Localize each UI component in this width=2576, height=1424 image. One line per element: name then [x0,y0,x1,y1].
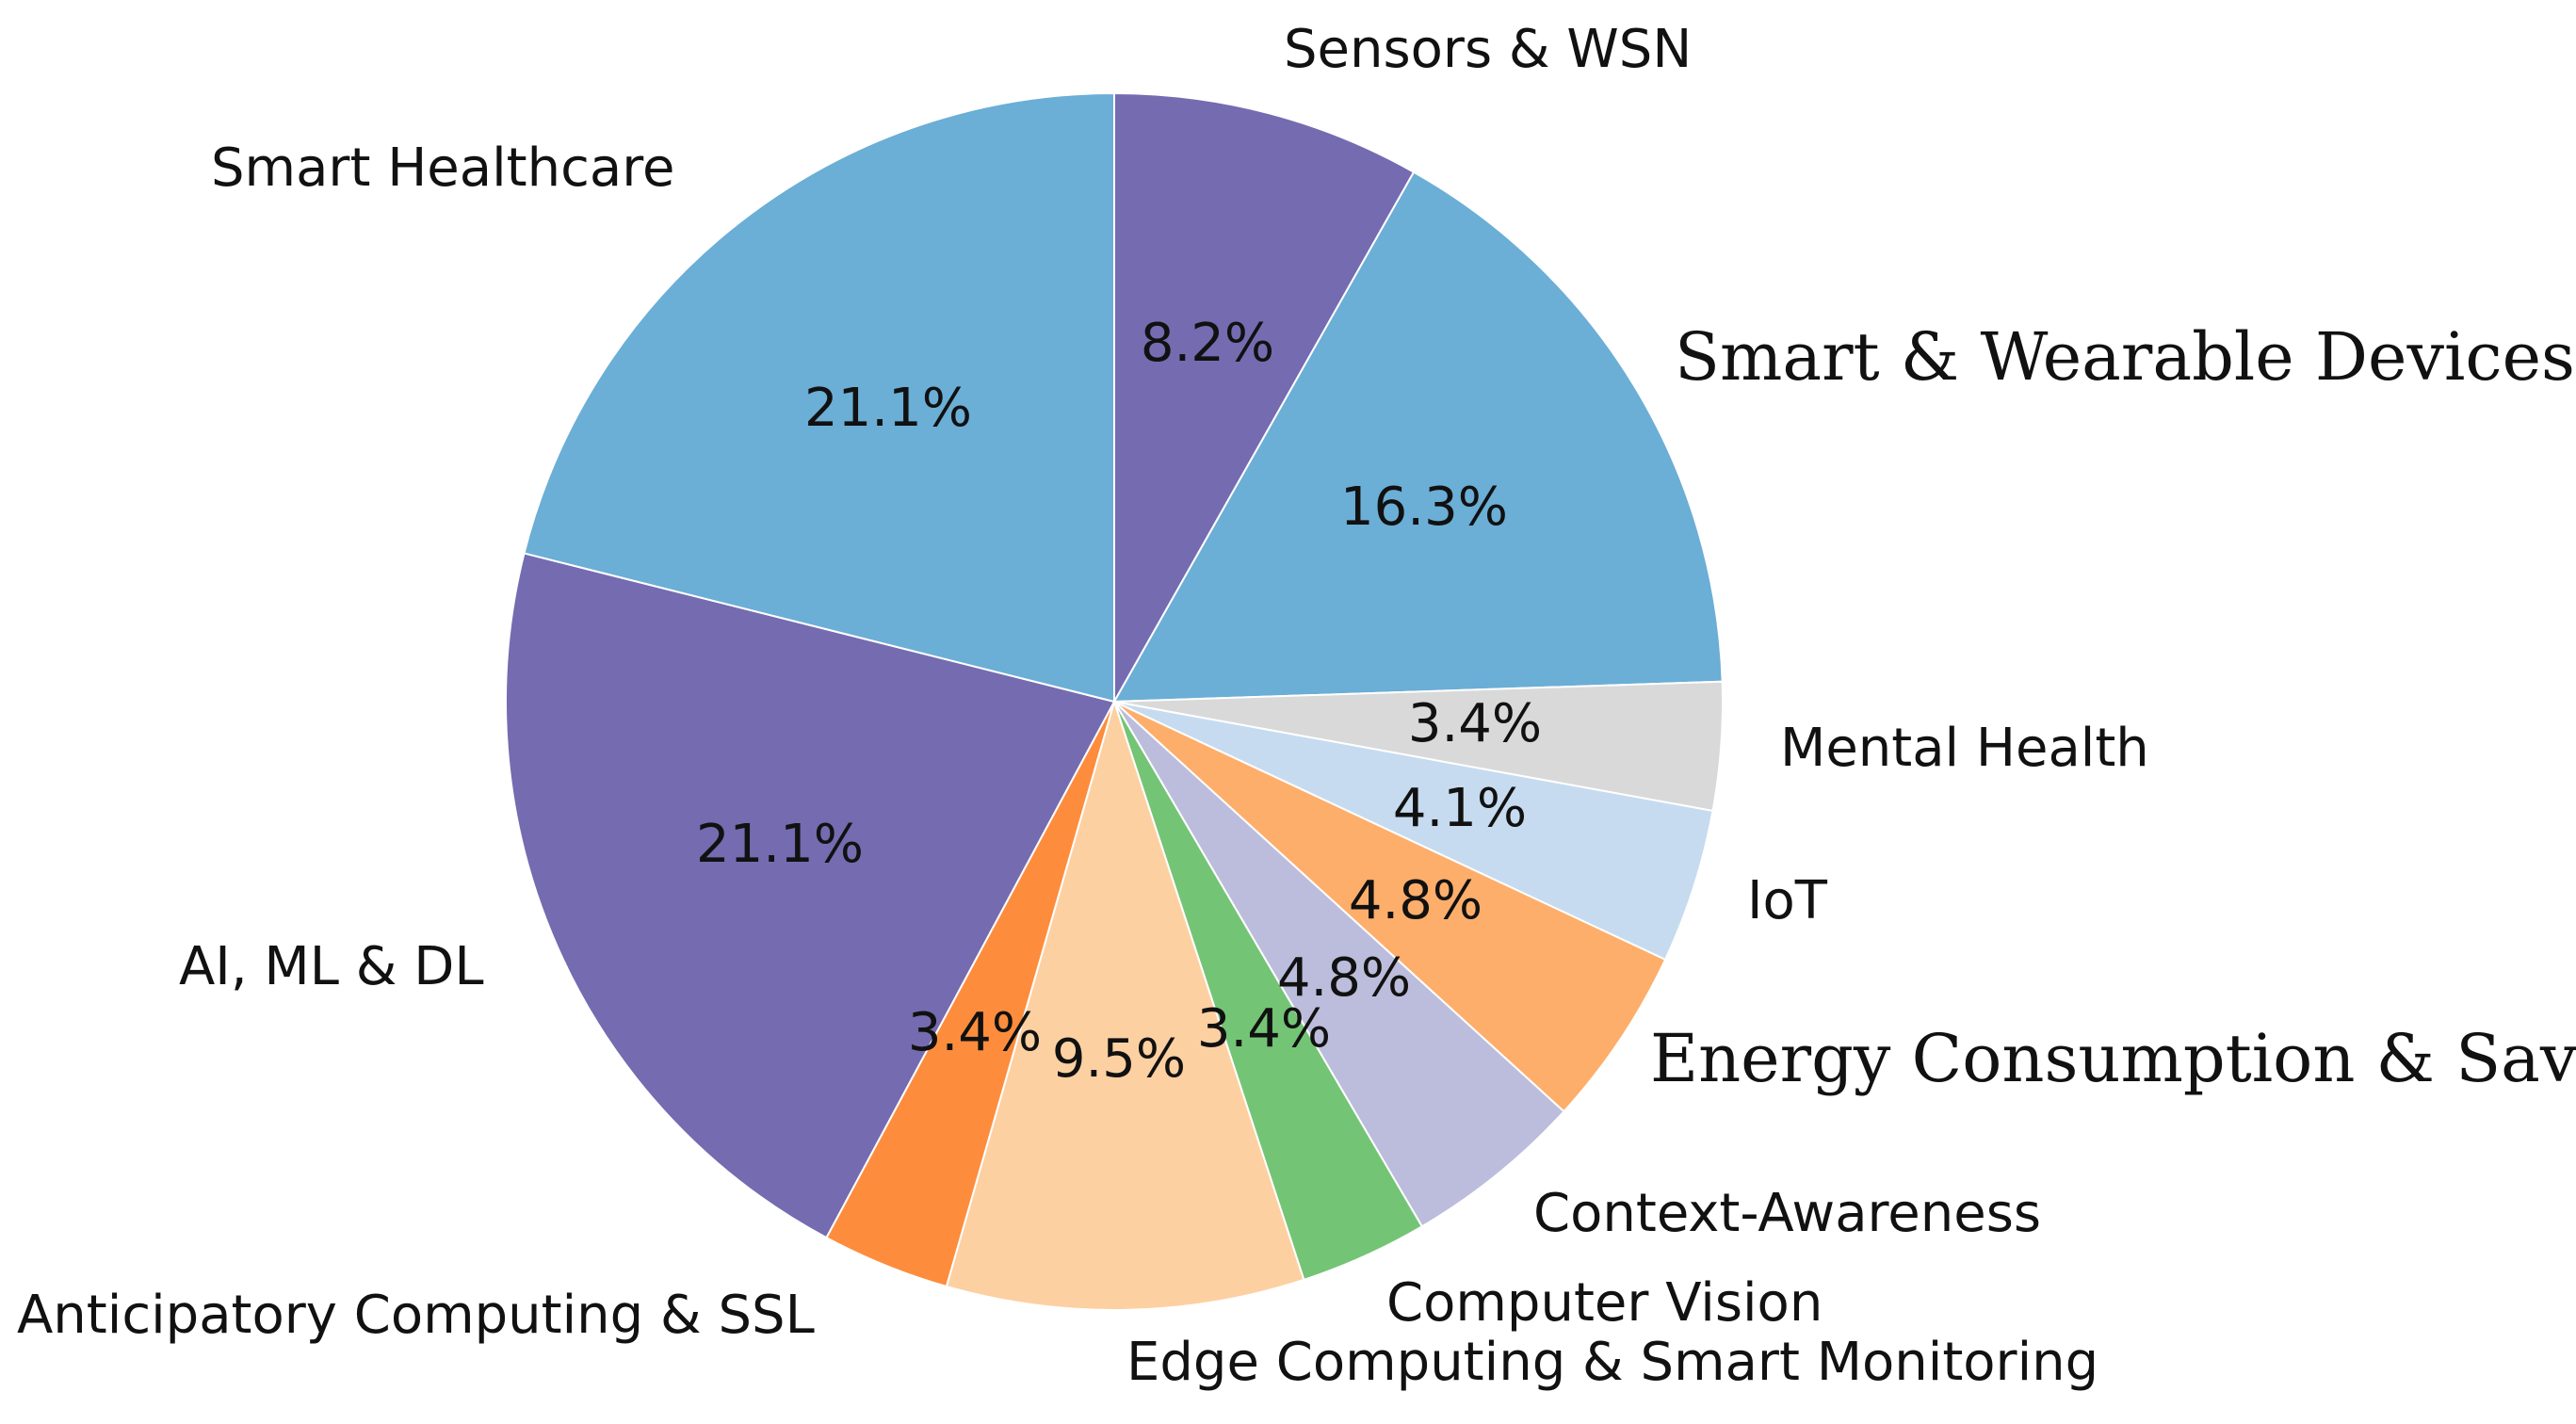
pie-slices [505,91,1724,1311]
pct-label-iot: 4.1% [1393,778,1527,839]
category-label-context-awareness: Context-Awareness [1533,1183,2041,1244]
category-label-iot: IoT [1747,870,1828,931]
pct-label-sensors-and-wsn: 8.2% [1141,313,1274,374]
pie-slice-ai-ml-and-dl [505,552,1116,1239]
pct-label-ai-ml-and-dl: 21.1% [696,814,864,875]
pct-label-context-awareness: 4.8% [1277,947,1411,1009]
category-label-computer-vision: Computer Vision [1386,1272,1823,1334]
pct-label-edge-computing-and-smart-monitoring: 9.5% [1052,1028,1186,1090]
pie-slice-energy-consumption-and-saving [1113,701,1667,1113]
pct-label-mental-health: 3.4% [1408,693,1542,754]
category-label-ai-ml-and-dl: AI, ML & DL [179,936,484,997]
pct-label-anticipatory-computing-and-ssl: 3.4% [908,1002,1042,1063]
pct-label-computer-vision: 3.4% [1197,998,1331,1060]
pie-slice-smart-and-wearable-devices [1112,170,1724,704]
pie-slice-smart-healthcare [523,91,1115,704]
category-label-sensors-and-wsn: Sensors & WSN [1284,19,1692,80]
category-label-mental-health: Mental Health [1780,718,2149,779]
percentage-labels: 8.2%16.3%3.4%4.1%4.8%4.8%3.4%9.5%3.4%21.… [696,313,1542,1090]
pie-slice-context-awareness [1113,701,1565,1228]
category-label-smart-healthcare: Smart Healthcare [211,138,674,199]
pct-label-smart-healthcare: 21.1% [804,378,972,439]
pct-label-energy-consumption-and-saving: 4.8% [1349,870,1482,931]
category-label-energy-consumption-and-saving: Energy Consumption & Saving [1650,1020,2576,1097]
category-label-anticipatory-computing-and-ssl: Anticipatory Computing & SSL [17,1285,815,1346]
pct-label-smart-and-wearable-devices: 16.3% [1340,477,1508,538]
category-label-edge-computing-and-smart-monitoring: Edge Computing & Smart Monitoring [1126,1332,2098,1393]
category-label-smart-and-wearable-devices: Smart & Wearable Devices [1675,318,2575,396]
pie-slice-sensors-and-wsn [1113,91,1416,705]
pie-slice-edge-computing-and-smart-monitoring [945,698,1305,1311]
category-labels: Sensors & WSN Smart & Wearable Devices Men… [17,19,2576,1393]
